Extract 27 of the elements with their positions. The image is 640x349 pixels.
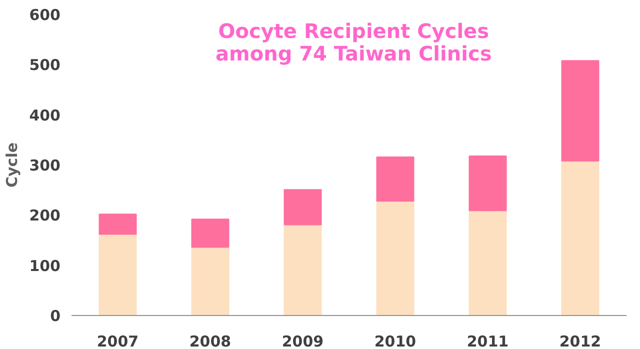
- bar: [376, 200, 414, 316]
- x-tick-label: 2009: [282, 332, 324, 349]
- bar: [468, 155, 507, 212]
- bar: [284, 224, 322, 316]
- y-tick-label: 500: [29, 56, 60, 74]
- x-tick-label: 2011: [466, 332, 509, 349]
- bar: [561, 60, 600, 162]
- bar: [561, 160, 600, 316]
- bar: [98, 234, 137, 316]
- y-tick-label: 0: [50, 307, 60, 325]
- y-axis-title: Cycle: [3, 142, 22, 188]
- x-tick-label: 2010: [374, 332, 416, 349]
- y-tick-label: 100: [29, 256, 60, 275]
- x-tick-label: 2008: [189, 332, 232, 349]
- x-tick-label: 2012: [559, 332, 602, 349]
- x-tick-label: 2007: [96, 332, 139, 349]
- bar: [191, 218, 230, 248]
- y-tick-label: 400: [29, 106, 60, 124]
- bar: [468, 210, 507, 316]
- bar: [376, 156, 414, 202]
- bar: [191, 246, 230, 316]
- y-tick-label: 300: [29, 156, 60, 174]
- y-tick-label: 200: [29, 206, 60, 225]
- y-tick-label: 600: [29, 6, 60, 24]
- bar: [98, 214, 137, 235]
- bar: [284, 189, 322, 226]
- text: Oocyte Recipient Cycles among 74 Taiwan Clinics: [216, 19, 492, 66]
